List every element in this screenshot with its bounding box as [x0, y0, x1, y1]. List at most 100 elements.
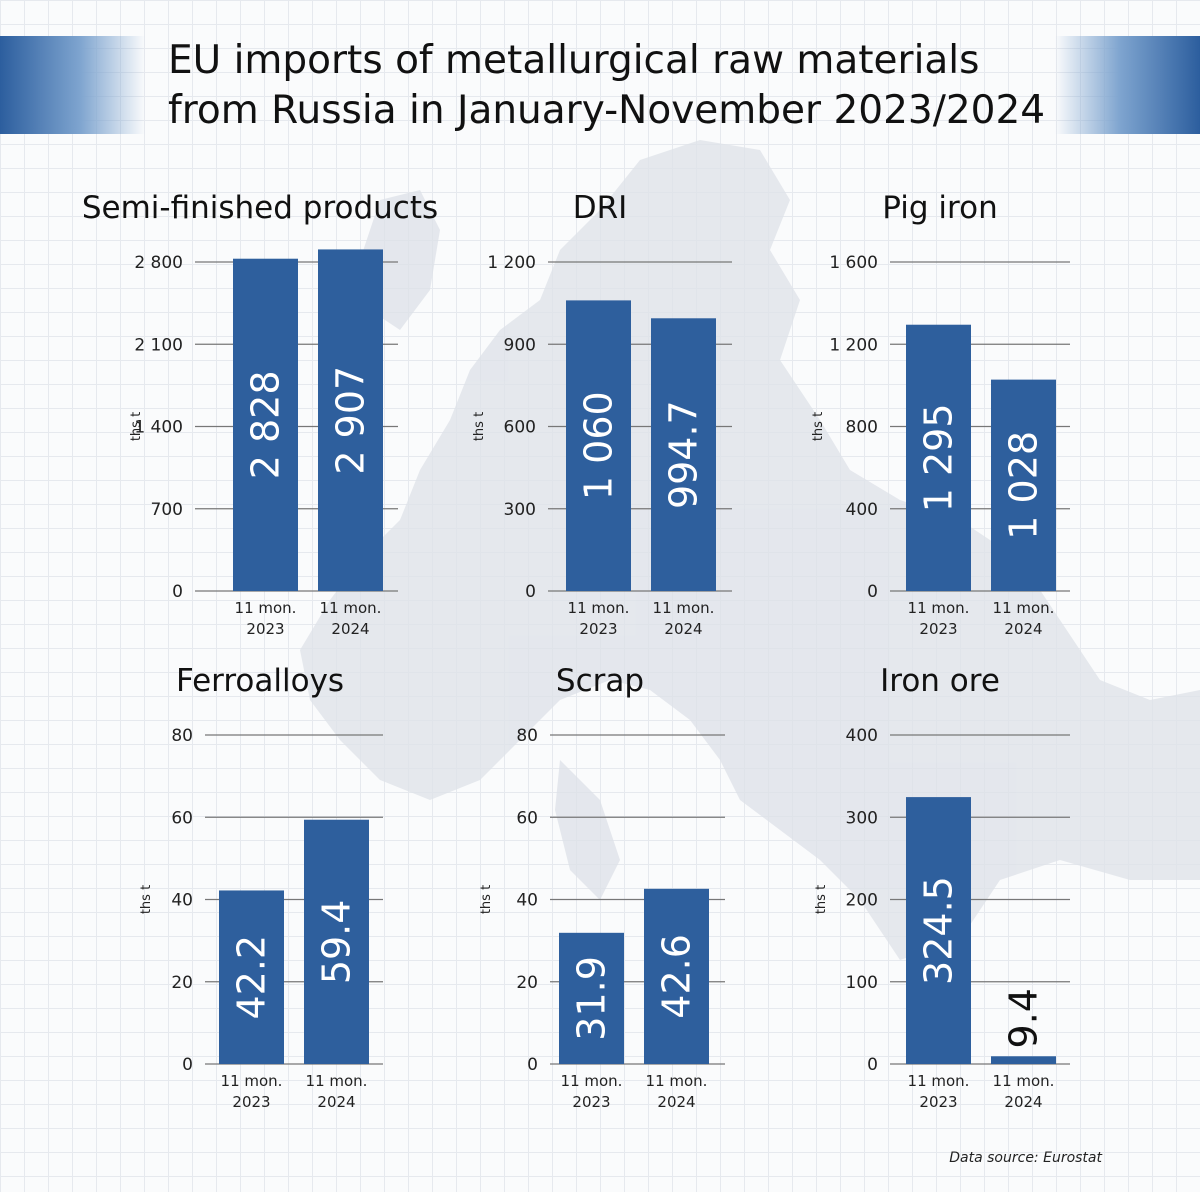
- y-tick-label: 60: [171, 808, 193, 828]
- chart-panel: Pig iron 0 400 800 1 200 1 600 ths t 1 295 11 mo…: [811, 190, 1070, 638]
- chart-title: Semi-finished products: [82, 190, 438, 226]
- x-category-label: 11 mon.: [908, 1072, 970, 1090]
- bar-value-label: 59.4: [315, 900, 359, 985]
- y-axis-label: ths t: [814, 885, 829, 914]
- y-tick-label: 20: [516, 973, 538, 993]
- x-category-label: 2023: [579, 620, 617, 638]
- x-category-label: 2023: [246, 620, 284, 638]
- y-tick-label: 0: [525, 582, 536, 602]
- bar-value-label: 1 028: [1002, 431, 1046, 540]
- y-tick-label: 60: [516, 808, 538, 828]
- x-category-label: 2023: [232, 1093, 270, 1111]
- y-tick-label: 200: [846, 891, 878, 911]
- bar-2024: [318, 249, 383, 592]
- header-gradient-right: [1055, 36, 1200, 134]
- bar-value-label: 1 295: [917, 403, 961, 512]
- chart-panel: Semi-finished products 0 700 1 400 2 100 2 80…: [82, 190, 438, 638]
- bar-2024: [651, 318, 716, 591]
- y-tick-label: 0: [527, 1055, 538, 1075]
- bar-value-label: 994.7: [662, 400, 706, 509]
- bar-value-label: 1 060: [577, 391, 621, 500]
- y-tick-label: 1 400: [134, 418, 183, 438]
- y-tick-label: 1 200: [829, 335, 878, 355]
- y-tick-label: 900: [504, 335, 536, 355]
- x-category-label: 11 mon.: [653, 599, 715, 617]
- title-line-2: from Russia in January-November 2023/202…: [168, 88, 1046, 133]
- x-category-label: 2024: [331, 620, 369, 638]
- y-tick-label: 400: [846, 500, 878, 520]
- y-tick-label: 0: [172, 582, 183, 602]
- y-tick-label: 80: [171, 726, 193, 746]
- x-category-label: 11 mon.: [993, 599, 1055, 617]
- x-category-label: 11 mon.: [646, 1072, 708, 1090]
- y-tick-label: 100: [846, 973, 878, 993]
- bar-value-label: 42.2: [230, 935, 274, 1020]
- x-category-label: 2024: [664, 620, 702, 638]
- y-tick-label: 20: [171, 973, 193, 993]
- bar-2023: [219, 890, 284, 1064]
- x-category-label: 2024: [1004, 620, 1042, 638]
- y-tick-label: 300: [846, 808, 878, 828]
- x-category-label: 11 mon.: [908, 599, 970, 617]
- data-source-note: Data source: Eurostat: [949, 1150, 1102, 1166]
- bar-2024: [644, 888, 709, 1064]
- y-tick-label: 2 100: [134, 335, 183, 355]
- x-category-label: 2024: [1004, 1093, 1042, 1111]
- y-tick-label: 40: [171, 891, 193, 911]
- y-tick-label: 1 600: [829, 253, 878, 273]
- x-category-label: 11 mon.: [306, 1072, 368, 1090]
- chart-panel: DRI 0 300 600 900 1 200 ths t 1 060 11 mon. 2023 9…: [472, 190, 732, 638]
- y-tick-label: 80: [516, 726, 538, 746]
- title-line-1: EU imports of metallurgical raw material…: [168, 38, 980, 83]
- x-category-label: 2023: [572, 1093, 610, 1111]
- y-tick-label: 700: [151, 500, 183, 520]
- bar-2023: [566, 300, 631, 591]
- bar-2024: [991, 379, 1056, 591]
- bar-value-label: 9.4: [1002, 988, 1046, 1048]
- y-axis-label: ths t: [129, 412, 144, 441]
- bar-2023: [559, 932, 624, 1064]
- page-title: EU imports of metallurgical raw material…: [168, 36, 1098, 136]
- bar-value-label: 2 907: [329, 366, 373, 475]
- bar-2024: [991, 1056, 1056, 1064]
- x-category-label: 2024: [317, 1093, 355, 1111]
- y-axis-label: ths t: [811, 412, 826, 441]
- bar-2023: [906, 797, 971, 1064]
- x-category-label: 11 mon.: [221, 1072, 283, 1090]
- chart-panel: Scrap 0 20 40 60 80 ths t 31.9 11 mon. 2023 42.6 11…: [479, 663, 725, 1111]
- bar-2023: [233, 258, 298, 591]
- y-tick-label: 800: [846, 418, 878, 438]
- chart-panel: Iron ore 0 100 200 300 400 ths t 324.5 11 mon. 20…: [814, 663, 1070, 1111]
- x-category-label: 11 mon.: [568, 599, 630, 617]
- chart-title: Scrap: [556, 663, 644, 699]
- y-tick-label: 600: [504, 418, 536, 438]
- y-axis-label: ths t: [472, 412, 487, 441]
- x-category-label: 2023: [919, 620, 957, 638]
- y-axis-label: ths t: [479, 885, 494, 914]
- y-tick-label: 0: [182, 1055, 193, 1075]
- bar-value-label: 42.6: [655, 934, 699, 1019]
- y-tick-label: 400: [846, 726, 878, 746]
- x-category-label: 2023: [919, 1093, 957, 1111]
- header-gradient-left: [0, 36, 145, 134]
- x-category-label: 2024: [657, 1093, 695, 1111]
- bar-value-label: 324.5: [917, 876, 961, 985]
- y-tick-label: 40: [516, 891, 538, 911]
- chart-title: Pig iron: [882, 190, 997, 226]
- y-tick-label: 300: [504, 500, 536, 520]
- chart-panel: Ferroalloys 0 20 40 60 80 ths t 42.2 11 mon. 2023…: [139, 663, 383, 1111]
- y-tick-label: 0: [867, 582, 878, 602]
- y-axis-label: ths t: [139, 885, 154, 914]
- chart-title: Ferroalloys: [176, 663, 344, 699]
- chart-title: DRI: [573, 190, 628, 226]
- x-category-label: 11 mon.: [993, 1072, 1055, 1090]
- bar-2023: [906, 324, 971, 591]
- y-tick-label: 1 200: [487, 253, 536, 273]
- y-tick-label: 0: [867, 1055, 878, 1075]
- bar-value-label: 2 828: [244, 370, 288, 479]
- y-tick-label: 2 800: [134, 253, 183, 273]
- x-category-label: 11 mon.: [561, 1072, 623, 1090]
- x-category-label: 11 mon.: [235, 599, 297, 617]
- x-category-label: 11 mon.: [320, 599, 382, 617]
